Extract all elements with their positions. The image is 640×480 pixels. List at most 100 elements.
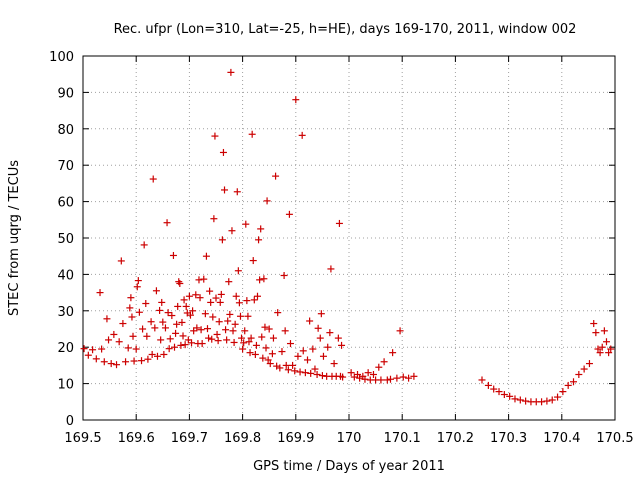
data-point [113,361,121,369]
data-point [490,385,498,393]
data-point [130,357,138,365]
data-point [173,320,181,328]
data-point [174,302,182,310]
x-tick-label: 170.1 [384,431,421,446]
data-point [84,351,92,359]
data-point [252,341,260,349]
data-point [269,334,277,342]
data-point [171,343,179,351]
data-point [197,326,205,334]
y-tick-label: 10 [57,378,74,393]
y-tick-label: 80 [57,123,74,138]
data-point [178,318,186,326]
data-point [280,271,288,279]
x-tick-label: 169.9 [277,431,314,446]
data-point [140,241,148,249]
data-point [592,329,600,337]
data-point [144,355,152,363]
data-point [311,365,319,373]
data-point [240,339,248,347]
data-point [234,267,242,275]
data-point [219,148,227,156]
data-point [257,225,265,233]
data-point [149,175,157,183]
data-point [291,367,299,375]
data-point [163,219,171,227]
y-tick-label: 0 [66,414,74,429]
data-point [245,338,253,346]
data-point [377,376,385,384]
data-point [142,300,150,308]
data-point [228,227,236,235]
data-point [516,396,524,404]
data-point [185,292,193,300]
data-point [147,318,155,326]
data-point [266,360,274,368]
data-point [596,349,604,357]
data-point [326,329,334,337]
data-point [152,287,160,295]
data-point [218,236,226,244]
data-point [600,327,608,335]
data-point [105,336,113,344]
x-tick-labels: 169.5 169.6 169.7 169.8 169.9 170 170.1 170.2 17… [64,431,633,446]
data-point [195,276,203,284]
data-point [110,330,118,338]
data-point [208,335,216,343]
data-point [294,352,302,360]
data-point [115,338,123,346]
data-point [548,396,556,404]
data-point [89,346,97,354]
data-point [369,371,377,378]
data-point [229,327,237,335]
data-point [383,376,391,384]
data-point [361,375,369,383]
data-point [148,350,156,358]
data-point [313,371,321,378]
data-point [580,365,588,373]
data-point [200,275,208,283]
data-point [169,251,177,259]
x-tick-label: 170.4 [543,431,580,446]
data-point [236,312,244,320]
data-point [396,327,404,335]
data-point [307,369,315,377]
data-point [284,366,292,374]
data-point [570,378,578,386]
data-point [338,341,346,349]
data-point [272,172,280,180]
grid-lines [83,56,615,420]
data-point [166,335,174,343]
data-point [478,376,486,384]
data-point [210,215,218,223]
data-point [564,381,572,389]
data-point [410,372,418,380]
data-point [327,265,335,273]
data-point [256,276,264,284]
chart-title: Rec. ufpr (Lon=310, Lat=-25, h=HE), days… [114,22,577,37]
data-point [165,345,173,353]
data-point [250,296,258,304]
data-point [188,339,196,347]
data-point [364,369,372,377]
data-point [226,310,234,318]
data-point [262,344,270,352]
data-point [554,393,562,401]
x-axis-label: GPS time / Days of year 2011 [253,459,445,474]
data-point [128,313,136,321]
data-point [160,350,168,358]
data-point [212,294,220,302]
data-point [318,372,326,380]
data-point [213,330,221,338]
data-point [98,345,106,353]
data-point [243,297,251,305]
data-point [253,292,261,300]
data-point [172,329,180,337]
data-point [211,132,219,140]
data-point [222,326,230,334]
data-point [246,349,254,357]
data-point [138,357,146,365]
data-point [386,375,394,383]
data-point [225,278,233,286]
data-point [506,392,514,400]
